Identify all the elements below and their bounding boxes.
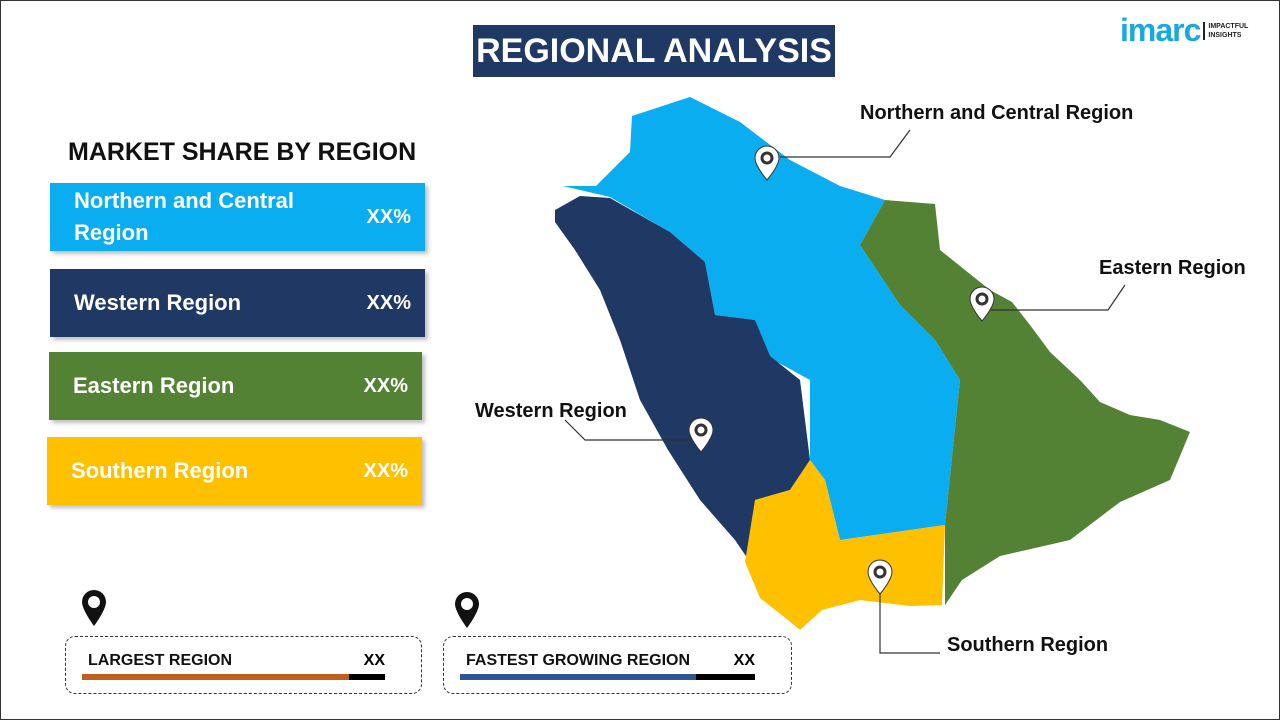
market-share-title: MARKET SHARE BY REGION xyxy=(68,138,417,166)
map-label-eastern: Eastern Region xyxy=(1099,257,1246,279)
share-card-northern-central: Northern and Central Region XX% xyxy=(50,183,425,251)
page-title: REGIONAL ANALYSIS xyxy=(473,25,835,77)
share-card-eastern: Eastern Region XX% xyxy=(49,352,422,420)
largest-region-bar xyxy=(82,674,349,680)
map-region-eastern xyxy=(860,200,1190,605)
share-card-southern: Southern Region XX% xyxy=(47,437,422,505)
map-region-western xyxy=(555,196,810,565)
map-region-northern-central xyxy=(563,97,960,540)
fastest-region-box: FASTEST GROWING REGION XX xyxy=(443,636,792,694)
fastest-region-bar xyxy=(460,674,696,680)
imarc-logo: imarc IMPACTFUL INSIGHTS xyxy=(1120,12,1249,48)
map-label-southern: Southern Region xyxy=(947,634,1109,656)
map-region-southern xyxy=(745,460,945,630)
map-label-northern-central: Northern and Central Region xyxy=(860,102,1134,124)
map-pin-icon xyxy=(455,592,479,628)
map-pin-icon xyxy=(82,590,106,626)
largest-region-box: LARGEST REGION XX xyxy=(65,636,422,694)
map-label-western: Western Region xyxy=(475,400,627,422)
share-card-western: Western Region XX% xyxy=(50,269,425,337)
